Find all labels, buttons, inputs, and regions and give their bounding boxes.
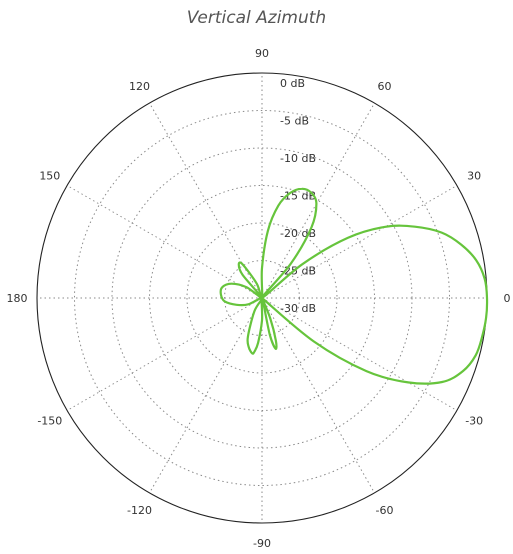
pattern-line xyxy=(219,187,489,385)
angle-label: 150 xyxy=(39,170,60,183)
db-label: -30 dB xyxy=(280,302,316,315)
angle-label: 30 xyxy=(467,170,481,183)
angle-label: -150 xyxy=(37,415,62,428)
angle-label: -60 xyxy=(376,504,394,517)
grid-ring xyxy=(186,222,338,374)
grid-spoke xyxy=(149,297,263,494)
radial-tick-labels: 0 dB-5 dB-10 dB-15 dB-20 dB-25 dB-30 dB xyxy=(280,77,316,315)
angle-label: 0 xyxy=(504,292,511,305)
grid-spoke xyxy=(261,297,375,494)
grid-spoke xyxy=(261,185,458,299)
angle-label: 120 xyxy=(129,80,150,93)
angle-label: 180 xyxy=(7,292,28,305)
angle-label: 90 xyxy=(255,47,269,60)
grid-spoke xyxy=(261,297,458,411)
pattern-series xyxy=(219,187,489,385)
db-label: -5 dB xyxy=(280,115,309,128)
grid-spoke xyxy=(261,102,375,299)
angle-label: -120 xyxy=(127,504,152,517)
db-label: -10 dB xyxy=(280,152,316,165)
grid-spoke xyxy=(66,297,263,411)
angle-label: -30 xyxy=(465,415,483,428)
angle-tick-labels: 90 60 30 0 -30 -60 -90 -120 -150 180 150 120 xyxy=(7,47,511,550)
chart-title: Vertical Azimuth xyxy=(186,8,327,28)
polar-grid xyxy=(36,72,488,524)
db-label: 0 dB xyxy=(280,77,305,90)
grid-spoke xyxy=(66,185,263,299)
grid-ring xyxy=(74,110,450,486)
angle-label: -90 xyxy=(253,537,271,550)
angle-label: 60 xyxy=(378,80,392,93)
